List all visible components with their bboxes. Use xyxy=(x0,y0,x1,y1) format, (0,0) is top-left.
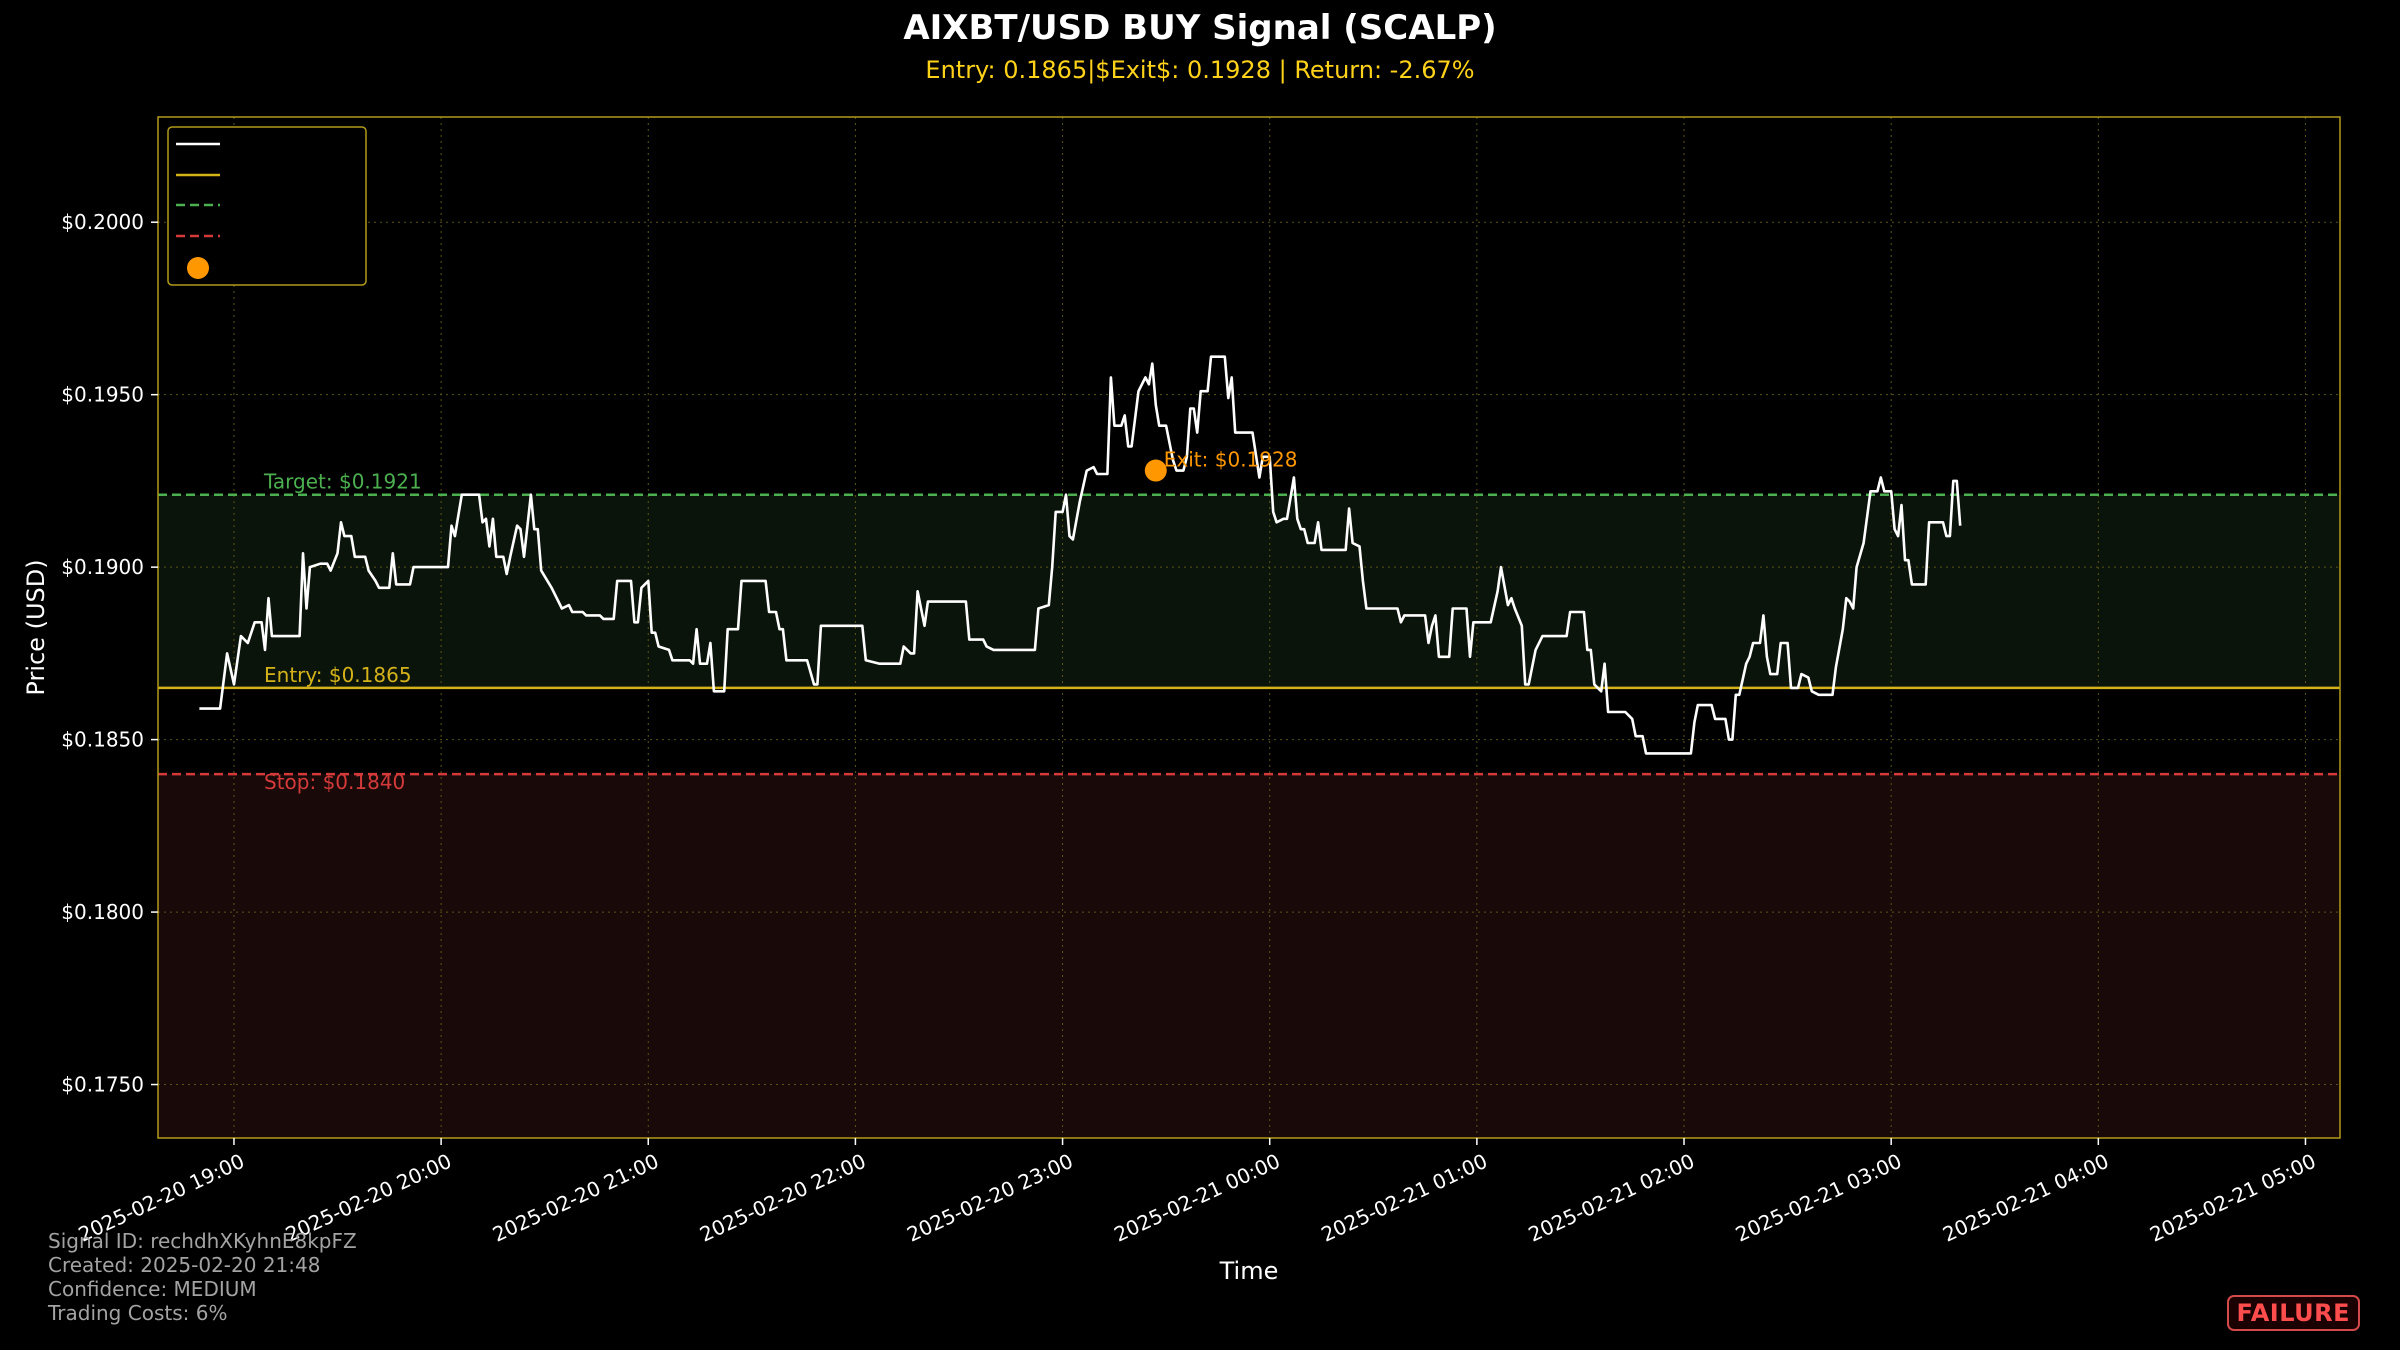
y-axis-label: Price (USD) xyxy=(22,559,50,695)
created-text: Created: 2025-02-20 21:48 xyxy=(48,1253,321,1277)
target-zone xyxy=(158,494,2340,688)
level-annotations: Target: $0.1921 Entry: $0.1865 Stop: $0.18… xyxy=(263,470,422,794)
x-tick-label: 2025-02-21 04:00 xyxy=(1939,1149,2112,1247)
x-tick-label: 2025-02-21 00:00 xyxy=(1110,1149,1283,1247)
signal-zones xyxy=(158,494,2340,1138)
price-series xyxy=(199,355,1962,755)
y-tick-label: $0.2000 xyxy=(61,210,144,234)
chart-subtitle: Entry: 0.1865|$Exit$: 0.1928 | Return: -… xyxy=(925,56,1475,84)
y-tick-label: $0.1950 xyxy=(61,383,144,407)
plot-frame xyxy=(157,116,2341,1139)
legend-box xyxy=(167,126,367,286)
y-tick-label: $0.1850 xyxy=(61,728,144,752)
status-badge: FAILURE xyxy=(2226,1295,2360,1331)
signal-id-text: Signal ID: rechdhXKyhnE8kpFZ xyxy=(48,1229,357,1253)
x-tick-label: 2025-02-21 05:00 xyxy=(2146,1149,2319,1247)
y-tick-label: $0.1900 xyxy=(61,555,144,579)
y-axis-ticks: $0.1750 $0.1800 $0.1850 $0.1900 $0.1950 $0.20… xyxy=(61,210,158,1097)
x-axis-label: Time xyxy=(1219,1257,1279,1285)
x-tick-label: 2025-02-20 22:00 xyxy=(696,1149,869,1247)
legend-swatch-exit xyxy=(187,257,209,279)
price-line-0 xyxy=(199,355,1962,755)
x-tick-label: 2025-02-20 21:00 xyxy=(489,1149,662,1247)
level-lines xyxy=(158,493,2340,776)
x-tick-label: 2025-02-21 02:00 xyxy=(1525,1149,1698,1247)
entry-label: Entry: $0.1865 xyxy=(264,663,412,687)
target-label: Target: $0.1921 xyxy=(263,470,422,494)
plot-border xyxy=(157,116,2341,1139)
x-tick-label: 2025-02-21 01:00 xyxy=(1317,1149,1490,1247)
x-tick-label: 2025-02-20 23:00 xyxy=(903,1149,1076,1247)
exit-marker-group: Exit: $0.1928 xyxy=(1144,448,1298,482)
chart-title: AIXBT/USD BUY Signal (SCALP) xyxy=(903,8,1497,48)
legend xyxy=(167,126,367,286)
stop-label: Stop: $0.1840 xyxy=(264,770,405,794)
y-tick-label: $0.1750 xyxy=(61,1073,144,1097)
y-tick-label: $0.1800 xyxy=(61,900,144,924)
x-axis-ticks: 2025-02-20 19:00 2025-02-20 20:00 2025-02-… xyxy=(75,1138,2320,1247)
chart-grid xyxy=(158,117,2340,1138)
stop-zone xyxy=(158,774,2340,1138)
confidence-text: Confidence: MEDIUM xyxy=(48,1277,257,1301)
axis-labels: Time Price (USD) xyxy=(22,559,1278,1285)
exit-label: Exit: $0.1928 xyxy=(1164,448,1298,472)
exit-marker xyxy=(1144,459,1167,482)
trading-costs-text: Trading Costs: 6% xyxy=(48,1301,228,1325)
x-tick-label: 2025-02-21 03:00 xyxy=(1732,1149,1905,1247)
